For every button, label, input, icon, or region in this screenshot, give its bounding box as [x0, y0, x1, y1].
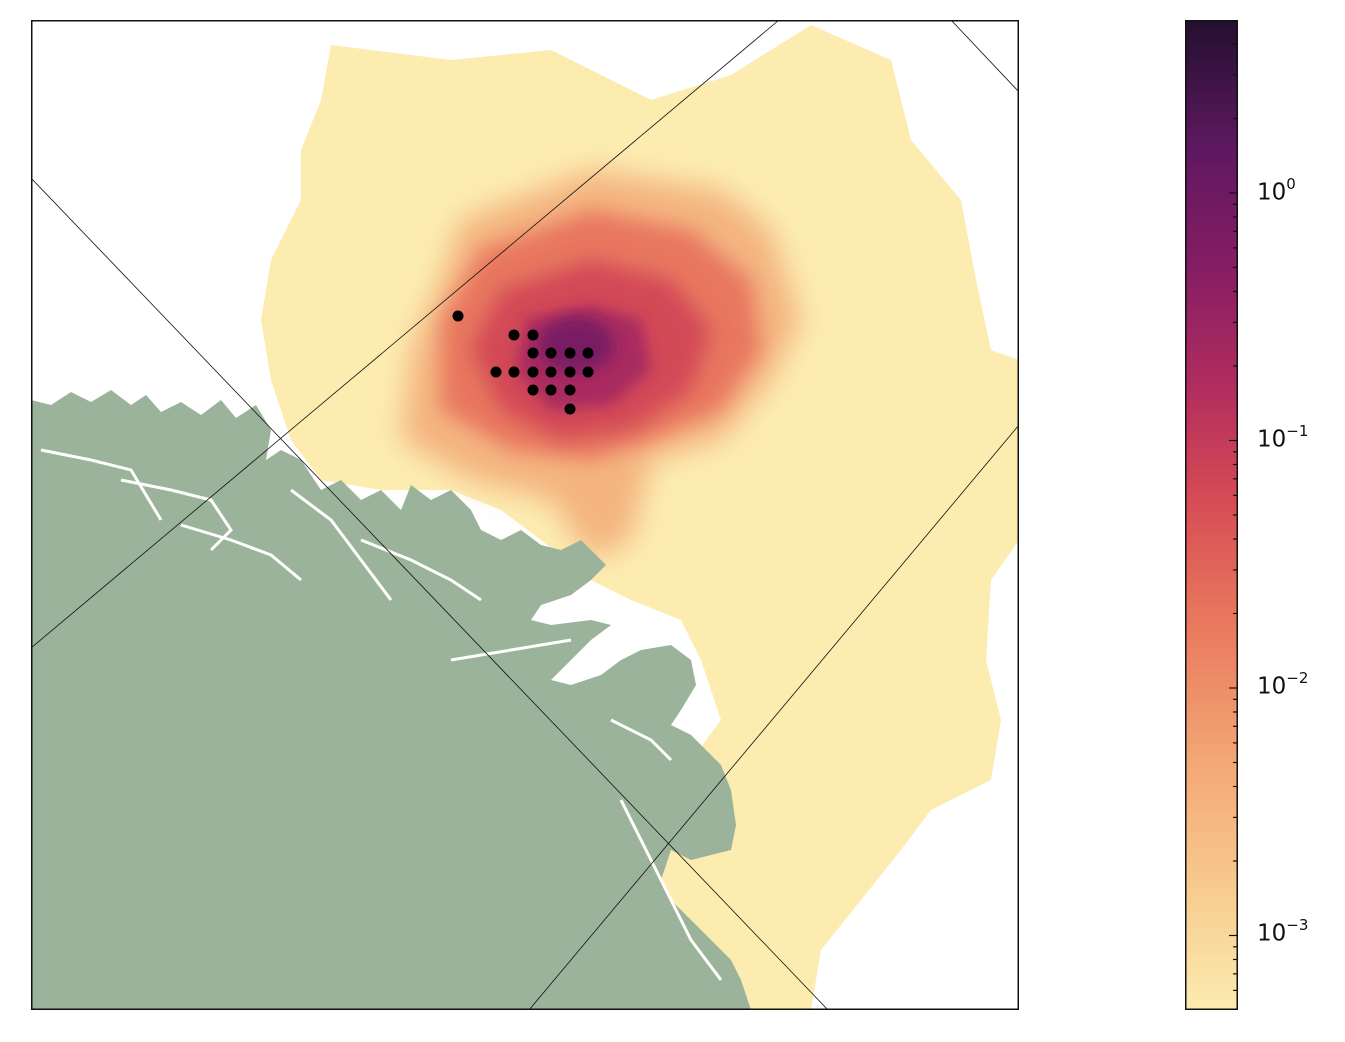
graticule-lines — [31, 20, 1019, 1010]
particle-marker — [452, 310, 464, 322]
colorbar-tick-label-2: 10−2 — [1257, 669, 1309, 700]
particle-marker — [564, 403, 576, 415]
particle-marker — [527, 329, 539, 341]
particle-marker — [527, 384, 539, 396]
particle-marker — [564, 384, 576, 396]
map-canvas — [31, 20, 1019, 1010]
coastline-land — [31, 390, 751, 1010]
map-frame-border — [31, 20, 1019, 1010]
particle-marker — [527, 347, 539, 359]
colorbar-tick-label-1: 10−1 — [1257, 422, 1309, 453]
particle-marker — [508, 329, 520, 341]
colorbar-tick-label-0: 100 — [1257, 175, 1296, 206]
particle-marker — [582, 347, 594, 359]
particle-marker — [490, 366, 502, 378]
particle-marker — [508, 366, 520, 378]
particle-markers — [452, 310, 594, 415]
particle-marker — [582, 366, 594, 378]
particle-marker — [545, 366, 557, 378]
particle-marker — [545, 347, 557, 359]
particle-marker — [545, 384, 557, 396]
particle-marker — [564, 347, 576, 359]
particle-marker — [527, 366, 539, 378]
map-panel — [31, 20, 1019, 1010]
colorbar — [1185, 19, 1238, 1011]
fjords — [40, 448, 723, 981]
colorbar-gradient — [1185, 20, 1238, 1010]
particle-marker — [564, 366, 576, 378]
colorbar-tick-label-3: 10−3 — [1257, 916, 1309, 947]
